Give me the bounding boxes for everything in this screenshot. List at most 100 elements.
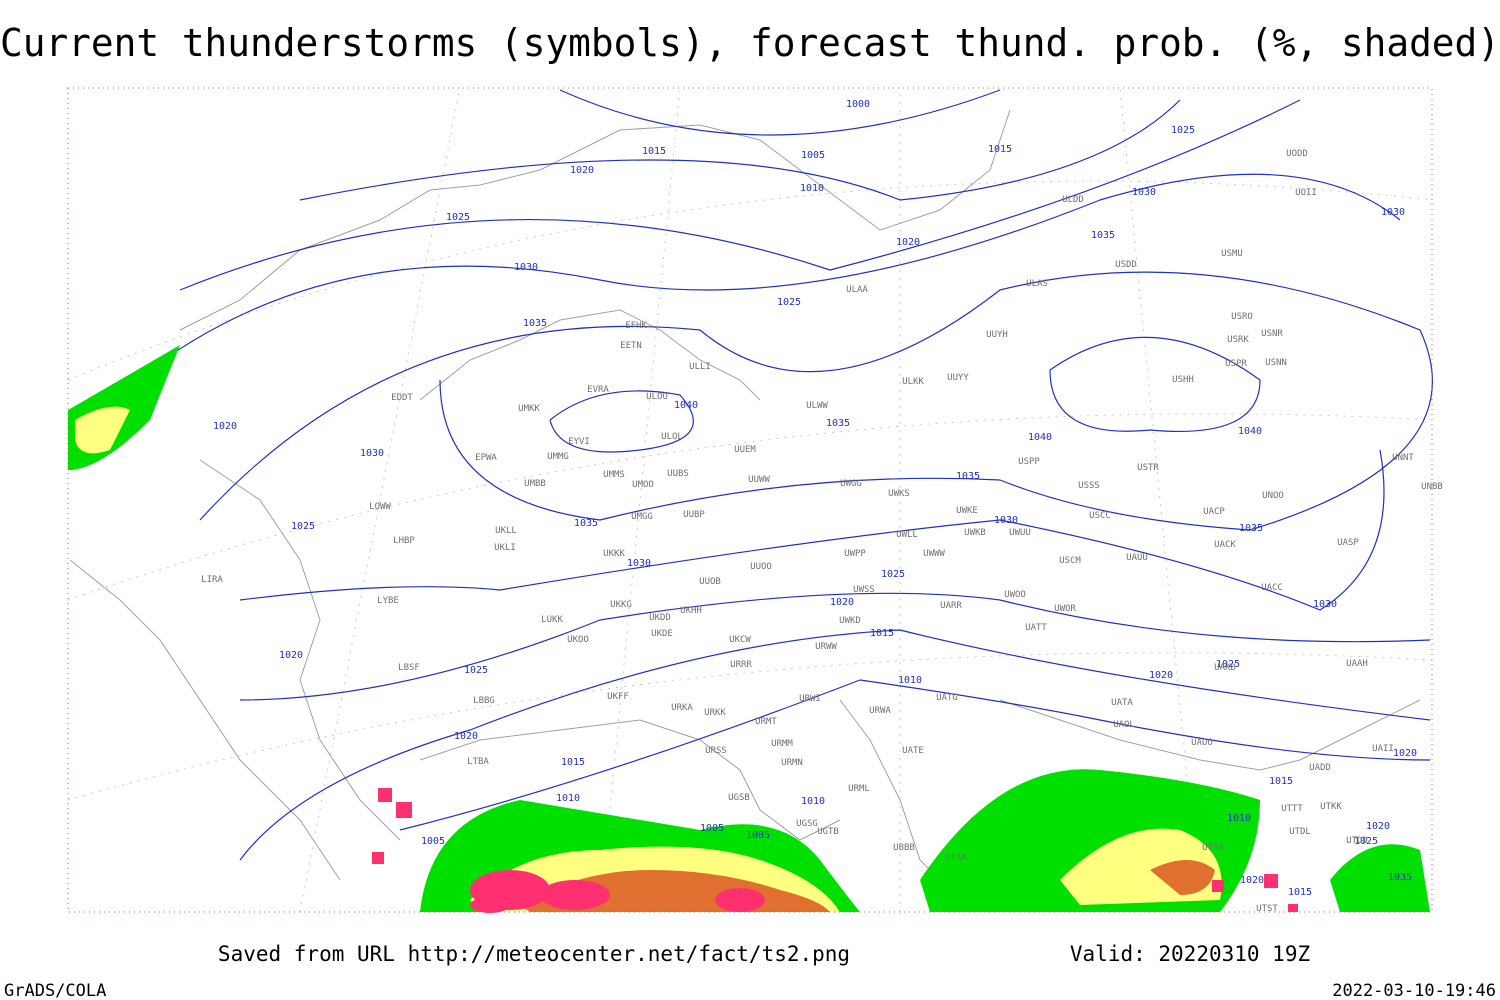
isobar-label: 1035 bbox=[1388, 872, 1412, 883]
station-code: URMN bbox=[781, 758, 803, 768]
storm-symbols bbox=[372, 788, 1298, 913]
station-code: UTTT bbox=[1281, 804, 1303, 814]
station-code: ULAS bbox=[1026, 279, 1048, 289]
isobar-label: 1015 bbox=[988, 144, 1012, 155]
station-code: UWWW bbox=[923, 549, 945, 559]
timestamp: 2022-03-10-19:46 bbox=[1332, 981, 1496, 1000]
station-code: USNN bbox=[1265, 358, 1287, 368]
isobar-label: 1020 bbox=[1149, 670, 1173, 681]
isobar-label: 1010 bbox=[800, 183, 824, 194]
isobar-label: 1030 bbox=[1313, 599, 1337, 610]
valid-time: Valid: 20220310 19Z bbox=[1070, 942, 1310, 966]
isobar-label: 1025 bbox=[777, 297, 801, 308]
station-code: USCC bbox=[1089, 511, 1111, 521]
station-code: URKK bbox=[704, 708, 726, 718]
station-code: URMT bbox=[755, 717, 777, 727]
station-code: EFHK bbox=[625, 321, 647, 331]
station-code: UARR bbox=[940, 601, 962, 611]
station-code: USSS bbox=[1078, 481, 1100, 491]
station-code: EYVI bbox=[568, 437, 590, 447]
isobar-label: 1020 bbox=[1366, 821, 1390, 832]
station-code: UWLL bbox=[896, 530, 918, 540]
station-code: UAII bbox=[1372, 744, 1394, 754]
station-code: UACC bbox=[1261, 583, 1283, 593]
station-code: EPWA bbox=[475, 453, 497, 463]
station-code: USNR bbox=[1261, 329, 1283, 339]
isobar-label: 1010 bbox=[1227, 813, 1251, 824]
isobar-label: 1015 bbox=[1269, 776, 1293, 787]
station-code: UWKB bbox=[964, 528, 986, 538]
station-code: LBBG bbox=[473, 696, 495, 706]
station-code: UATA bbox=[1111, 698, 1133, 708]
isobar-label: 1025 bbox=[1354, 836, 1378, 847]
station-code: USTR bbox=[1137, 463, 1159, 473]
station-code: UWUU bbox=[1009, 528, 1031, 538]
isobar-label: 1040 bbox=[1238, 426, 1262, 437]
isobar-label: 1035 bbox=[956, 471, 980, 482]
station-code: UUBS bbox=[667, 469, 689, 479]
station-code: UKDD bbox=[649, 613, 671, 623]
station-code: UADD bbox=[1309, 763, 1331, 773]
station-code: LYBE bbox=[377, 596, 399, 606]
station-code: UMGG bbox=[631, 512, 653, 522]
station-code: UAAH bbox=[1346, 659, 1368, 669]
isobar-label: 1010 bbox=[801, 796, 825, 807]
station-code: UNNT bbox=[1392, 453, 1414, 463]
station-code: USCM bbox=[1059, 556, 1081, 566]
station-code: UUBP bbox=[683, 510, 705, 520]
station-code: UTDD bbox=[1346, 836, 1368, 846]
station-code: UMMG bbox=[547, 452, 569, 462]
station-code: ULOL bbox=[661, 432, 683, 442]
isobar-label: 1025 bbox=[464, 665, 488, 676]
station-code: UGTB bbox=[817, 827, 839, 837]
station-code: LOWW bbox=[369, 502, 391, 512]
isobar-label: 1025 bbox=[291, 521, 315, 532]
station-code: LUKK bbox=[541, 615, 563, 625]
station-code: UUEM bbox=[734, 445, 756, 455]
station-code: UKFF bbox=[607, 692, 629, 702]
station-code: URMM bbox=[771, 739, 793, 749]
isobar-label: 1020 bbox=[570, 165, 594, 176]
station-code: UUOO bbox=[750, 562, 772, 572]
station-code: USRO bbox=[1231, 312, 1253, 322]
software: GrADS/COLA bbox=[4, 981, 106, 1000]
isobar-label: 1020 bbox=[213, 421, 237, 432]
station-code: UUOB bbox=[699, 577, 721, 587]
isobar-label: 1000 bbox=[846, 99, 870, 110]
station-code: UTSA bbox=[1202, 843, 1224, 853]
isobar-label: 1035 bbox=[1239, 523, 1263, 534]
station-code: ULDD bbox=[1062, 195, 1084, 205]
station-code: UAUU bbox=[1126, 553, 1148, 563]
station-code: USPP bbox=[1018, 457, 1040, 467]
station-code: USHH bbox=[1172, 375, 1194, 385]
isobar-label: 1010 bbox=[898, 675, 922, 686]
isobar-label: 1025 bbox=[446, 212, 470, 223]
station-code: UWOR bbox=[1054, 604, 1076, 614]
station-code: UKCW bbox=[729, 635, 751, 645]
station-code: UATT bbox=[1025, 623, 1047, 633]
station-code: UKHH bbox=[680, 606, 702, 616]
isobar-label: 1020 bbox=[896, 237, 920, 248]
isobar-label: 1030 bbox=[514, 262, 538, 273]
station-code: LIRA bbox=[201, 575, 223, 585]
isobar-label: 1025 bbox=[881, 569, 905, 580]
station-code: UUYH bbox=[986, 330, 1008, 340]
station-code: LHBP bbox=[393, 536, 415, 546]
station-code: URSS bbox=[705, 746, 727, 756]
isobar-label: 1030 bbox=[360, 448, 384, 459]
station-code: UKKK bbox=[603, 549, 625, 559]
station-code: UACP bbox=[1203, 507, 1225, 517]
isobar-label: 1015 bbox=[1288, 887, 1312, 898]
map-frame bbox=[67, 87, 1434, 913]
station-code: UGSB bbox=[728, 793, 750, 803]
station-code: UKLL bbox=[495, 526, 517, 536]
isobar-label: 1020 bbox=[454, 731, 478, 742]
station-code: UTDL bbox=[1289, 827, 1311, 837]
isobar-label: 1005 bbox=[700, 823, 724, 834]
station-code: URWW bbox=[815, 642, 837, 652]
station-code: UWOO bbox=[1004, 590, 1026, 600]
isobar-label: 1005 bbox=[746, 830, 770, 841]
station-code: URWI bbox=[799, 694, 821, 704]
station-code: UWKE bbox=[956, 506, 978, 516]
